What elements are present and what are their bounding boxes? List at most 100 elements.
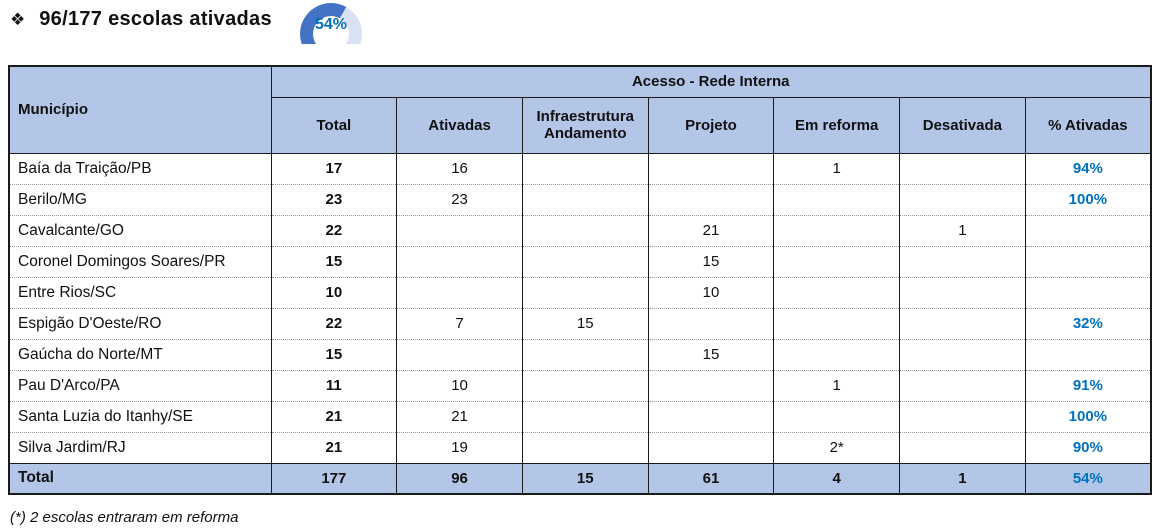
projeto-cell <box>647 401 775 433</box>
page-title-text: 96/177 escolas ativadas <box>39 8 272 30</box>
pct-ativadas-cell: 32% <box>1024 308 1152 340</box>
desativada-cell <box>899 153 1026 185</box>
projeto-cell: 21 <box>647 215 775 247</box>
em-reforma-cell: 1 <box>773 153 901 185</box>
infraestrutura-cell <box>521 432 649 464</box>
municipality-cell: Gaúcha do Norte/MT <box>8 339 272 371</box>
table-row: Baía da Traição/PB 17 16 1 94% <box>8 153 1152 185</box>
ativadas-cell <box>396 246 523 278</box>
column-header-municipio: Município <box>8 65 272 154</box>
em-reforma-cell: 2* <box>773 432 901 464</box>
table-row: Berilo/MG 23 23 100% <box>8 184 1152 216</box>
total-desativada-cell: 1 <box>899 462 1026 495</box>
pct-ativadas-cell <box>1024 246 1152 278</box>
em-reforma-cell <box>773 308 901 340</box>
pct-ativadas-cell: 100% <box>1024 401 1152 433</box>
total-cell: 15 <box>270 246 398 278</box>
em-reforma-cell: 1 <box>773 370 901 402</box>
diamond-bullet-icon: ❖ <box>10 10 26 29</box>
desativada-cell <box>899 370 1026 402</box>
pct-ativadas-cell: 94% <box>1024 153 1152 185</box>
projeto-cell <box>647 184 775 216</box>
ativadas-cell: 23 <box>396 184 523 216</box>
ativadas-cell: 16 <box>396 153 523 185</box>
total-em-reforma-cell: 4 <box>773 462 901 495</box>
projeto-cell <box>647 432 775 464</box>
ativadas-cell: 19 <box>396 432 523 464</box>
table-row: Silva Jardim/RJ 21 19 2* 90% <box>8 432 1152 464</box>
infraestrutura-cell: 15 <box>521 308 649 340</box>
total-cell: 15 <box>270 339 398 371</box>
donut-chart: 54% <box>299 2 363 44</box>
column-header-pct-ativadas: % Ativadas <box>1024 96 1152 154</box>
desativada-cell <box>899 432 1026 464</box>
schools-table: Município Acesso - Rede Interna Total At… <box>8 65 1152 495</box>
total-infraestrutura-cell: 15 <box>521 462 649 495</box>
em-reforma-cell <box>773 184 901 216</box>
ativadas-cell: 7 <box>396 308 523 340</box>
em-reforma-cell <box>773 339 901 371</box>
page-title: ❖ 96/177 escolas ativadas <box>10 8 272 31</box>
municipality-cell: Baía da Traição/PB <box>8 153 272 185</box>
projeto-cell: 15 <box>647 246 775 278</box>
table-row: Santa Luzia do Itanhy/SE 21 21 100% <box>8 401 1152 433</box>
pct-ativadas-cell: 91% <box>1024 370 1152 402</box>
total-ativadas-cell: 96 <box>396 462 523 495</box>
em-reforma-cell <box>773 277 901 309</box>
municipality-cell: Entre Rios/SC <box>8 277 272 309</box>
desativada-cell <box>899 246 1026 278</box>
column-header-total: Total <box>270 96 398 154</box>
total-cell: 21 <box>270 401 398 433</box>
table-row: Gaúcha do Norte/MT 15 15 <box>8 339 1152 371</box>
donut-hole <box>313 16 349 44</box>
projeto-cell: 15 <box>647 339 775 371</box>
group-header-acesso-rede-interna: Acesso - Rede Interna <box>270 65 1152 98</box>
total-cell: 11 <box>270 370 398 402</box>
total-pct-ativadas-cell: 54% <box>1024 462 1152 495</box>
municipality-cell: Silva Jardim/RJ <box>8 432 272 464</box>
column-header-infraestrutura-andamento: Infraestrutura Andamento <box>521 96 649 154</box>
ativadas-cell <box>396 339 523 371</box>
total-projeto-cell: 61 <box>647 462 775 495</box>
projeto-cell <box>647 370 775 402</box>
table-group-header-row: Município Acesso - Rede Interna <box>8 65 1152 154</box>
pct-ativadas-cell <box>1024 277 1152 309</box>
pct-ativadas-cell <box>1024 215 1152 247</box>
desativada-cell <box>899 401 1026 433</box>
column-header-em-reforma: Em reforma <box>773 96 901 154</box>
table-row: Espigão D'Oeste/RO 22 7 15 32% <box>8 308 1152 340</box>
total-cell: 17 <box>270 153 398 185</box>
projeto-cell <box>647 308 775 340</box>
pct-ativadas-cell <box>1024 339 1152 371</box>
table-row: Entre Rios/SC 10 10 <box>8 277 1152 309</box>
infraestrutura-cell <box>521 184 649 216</box>
municipality-cell: Santa Luzia do Itanhy/SE <box>8 401 272 433</box>
infraestrutura-cell <box>521 153 649 185</box>
em-reforma-cell <box>773 246 901 278</box>
column-header-ativadas: Ativadas <box>396 96 523 154</box>
total-label-cell: Total <box>8 462 272 495</box>
total-cell: 23 <box>270 184 398 216</box>
projeto-cell: 10 <box>647 277 775 309</box>
municipality-cell: Pau D'Arco/PA <box>8 370 272 402</box>
municipality-cell: Espigão D'Oeste/RO <box>8 308 272 340</box>
em-reforma-cell <box>773 215 901 247</box>
desativada-cell <box>899 308 1026 340</box>
desativada-cell <box>899 184 1026 216</box>
table-total-row: Total 177 96 15 61 4 1 54% <box>8 462 1152 495</box>
infraestrutura-cell <box>521 401 649 433</box>
infraestrutura-cell <box>521 246 649 278</box>
municipality-cell: Berilo/MG <box>8 184 272 216</box>
infraestrutura-cell <box>521 215 649 247</box>
ativadas-cell: 10 <box>396 370 523 402</box>
em-reforma-cell <box>773 401 901 433</box>
ativadas-cell <box>396 277 523 309</box>
column-header-desativada: Desativada <box>899 96 1026 154</box>
projeto-cell <box>647 153 775 185</box>
desativada-cell <box>899 339 1026 371</box>
total-cell: 22 <box>270 215 398 247</box>
ativadas-cell <box>396 215 523 247</box>
table-row: Pau D'Arco/PA 11 10 1 91% <box>8 370 1152 402</box>
desativada-cell <box>899 277 1026 309</box>
